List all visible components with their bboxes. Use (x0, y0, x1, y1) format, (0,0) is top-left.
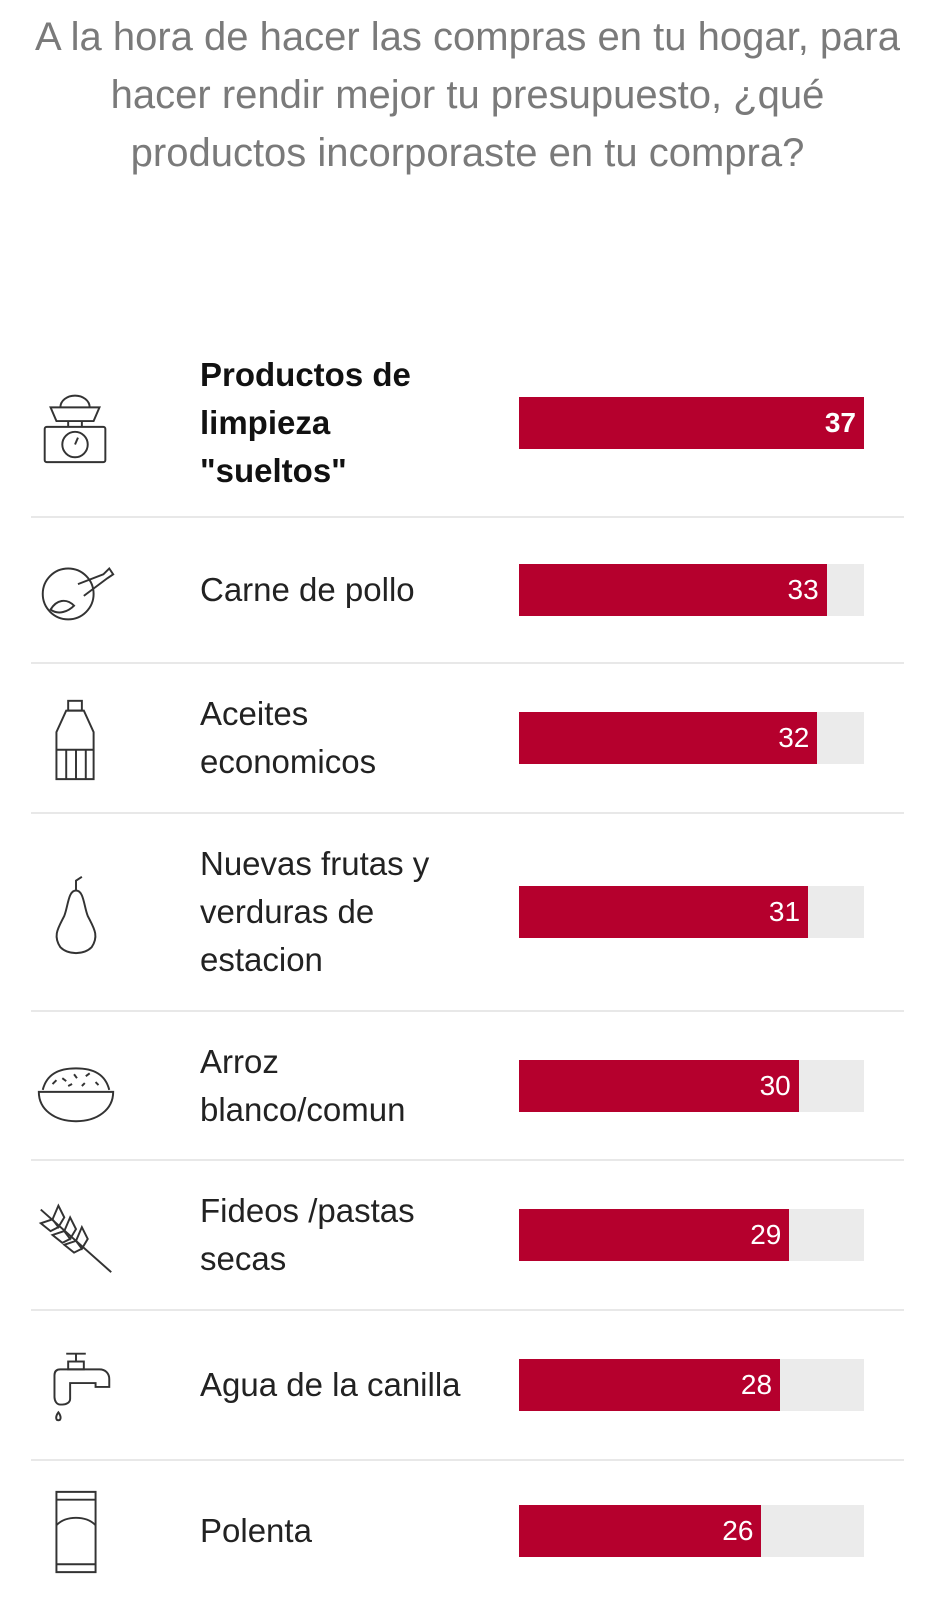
polenta-bag-icon (55, 1490, 97, 1574)
chicken-icon (41, 566, 115, 621)
category-label: Productos de limpieza "sueltos" (200, 356, 411, 489)
bar: 26 (519, 1505, 762, 1557)
oil-bottle-icon (55, 699, 95, 781)
bar-track: 30 (519, 1059, 864, 1112)
chart-title: A la hora de hacer las compras en tu hog… (35, 15, 900, 175)
bar-track: 37 (519, 397, 864, 449)
bar: 37 (519, 397, 864, 449)
bar: 33 (519, 564, 827, 616)
category-label: Aceites economicos (200, 695, 377, 780)
bar-value-label: 37 (824, 407, 856, 438)
faucet-icon (53, 1352, 111, 1422)
category-label: Agua de la canilla (200, 1366, 461, 1403)
wheat-icon (38, 1203, 112, 1273)
bar-chart: Productos de limpieza "sueltos" 37 Carne d… (31, 330, 904, 1601)
category-label: Carne de pollo (200, 571, 415, 608)
bar: 28 (519, 1359, 781, 1411)
bar-track: 31 (519, 886, 864, 938)
bar-value-label: 30 (759, 1069, 791, 1101)
bar-value-label: 28 (740, 1369, 773, 1400)
category-label: Fideos /pastas secas (200, 1192, 415, 1277)
category-label: Arroz blanco/comun (200, 1042, 406, 1128)
bar-value-label: 26 (722, 1515, 754, 1546)
bar: 29 (519, 1209, 790, 1261)
chart-row: Productos de limpieza "sueltos" 37 (31, 330, 904, 518)
bar-track: 32 (519, 712, 864, 764)
rice-bowl-icon (37, 1066, 115, 1122)
bar: 30 (519, 1059, 799, 1112)
scale-icon (43, 394, 107, 464)
bar-value-label: 29 (750, 1219, 782, 1250)
chart-row: Nuevas frutas y verduras de estacion 31 (31, 814, 904, 1012)
bar-value-label: 33 (787, 574, 819, 605)
bar-track: 33 (519, 564, 864, 616)
bar-value-label: 32 (778, 722, 810, 753)
chart-row: Agua de la canilla 28 (31, 1311, 904, 1461)
bar-track: 26 (519, 1505, 864, 1557)
bar-track: 28 (519, 1359, 864, 1411)
chart-row: Polenta 26 (31, 1461, 904, 1601)
chart-row: Arroz blanco/comun 30 (31, 1012, 904, 1161)
bar-track: 29 (519, 1209, 864, 1261)
chart-row: Fideos /pastas secas 29 (31, 1161, 904, 1311)
chart-row: Aceites economicos 32 (31, 664, 904, 814)
category-label: Polenta (200, 1512, 312, 1549)
pear-icon (55, 875, 97, 955)
bar: 32 (519, 712, 818, 764)
bar-value-label: 31 (768, 896, 801, 927)
chart-row: Carne de pollo 33 (31, 518, 904, 664)
bar: 31 (519, 886, 809, 938)
category-label: Nuevas frutas y verduras de estacion (200, 845, 430, 978)
